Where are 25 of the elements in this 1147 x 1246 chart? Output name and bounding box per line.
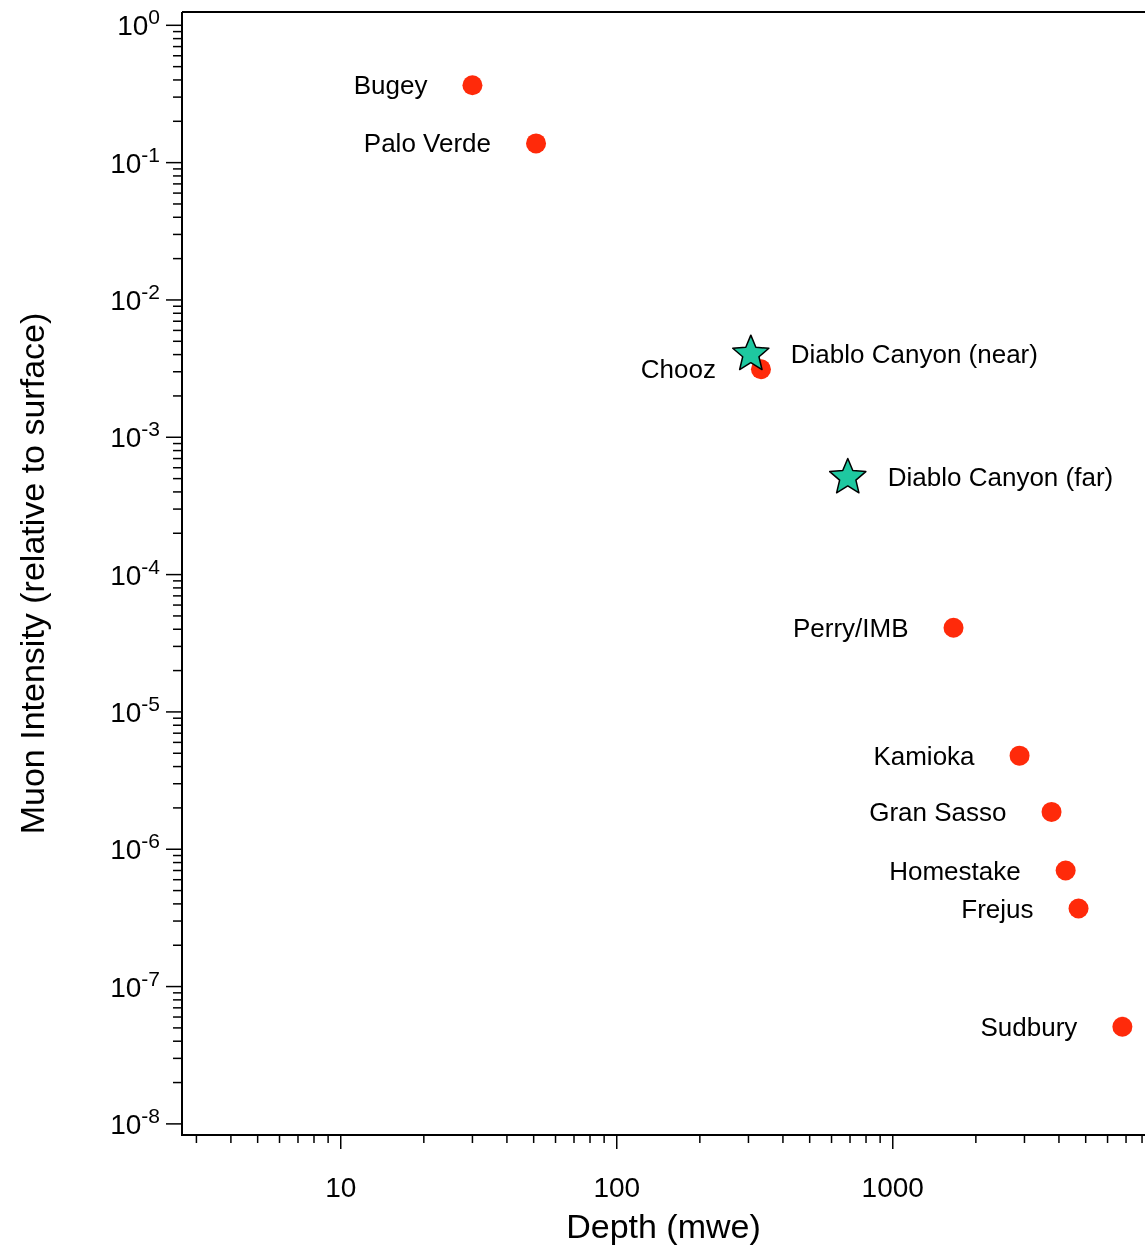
annotation: Perry/IMB	[792, 612, 909, 643]
annotation: Sudbury	[980, 1011, 1078, 1042]
y-tick-label: 10$^{-5}$	[110, 691, 160, 728]
annotation: Chooz	[640, 354, 716, 385]
annotation: Kamioka	[873, 740, 976, 771]
y-tick-label: 10$^{-3}$	[110, 416, 160, 454]
y-tick-label: 10$^{-7}$	[110, 966, 160, 1003]
y-tick-label: 10$^{0}$	[117, 4, 160, 42]
y-tick-label: 10$^{-2}$	[110, 279, 160, 316]
annotation: Homestake	[889, 855, 1021, 886]
annotation: Diablo Canyon (far)	[887, 462, 1114, 493]
y-tick-label: 10$^{-6}$	[110, 828, 160, 866]
y-tick-label: 10$^{-8}$	[110, 1103, 160, 1140]
y-axis-title: Muon Intensity (relative to surface)	[13, 312, 51, 835]
annotation: Palo Verde	[363, 128, 492, 159]
annotation: Gran Sasso	[869, 796, 1007, 827]
y-tick-label: 10$^{-4}$	[110, 554, 161, 591]
annotation: Diablo Canyon (near)	[790, 339, 1038, 370]
annotation: Frejus	[961, 893, 1034, 924]
x-tick-label: 1000	[861, 1172, 924, 1203]
x-axis-title: Depth (mwe)	[566, 1207, 761, 1245]
x-tick-label: 100	[593, 1172, 641, 1203]
x-tick-label: 10	[325, 1172, 357, 1203]
annotation: Bugey	[353, 70, 428, 101]
y-tick-label: 10$^{-1}$	[110, 142, 160, 179]
